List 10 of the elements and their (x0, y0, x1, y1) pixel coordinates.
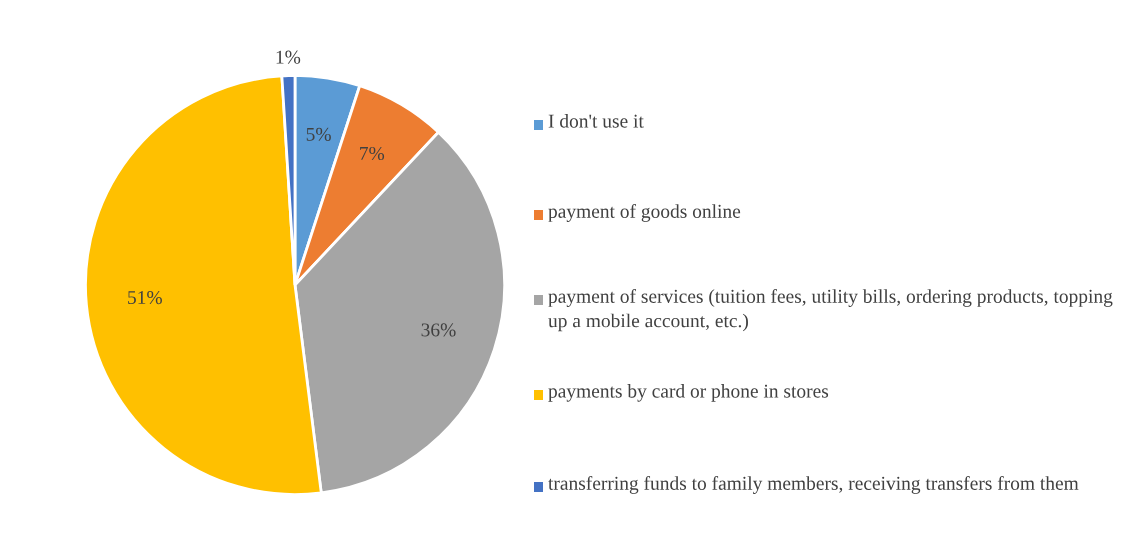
data-label: 7% (360, 146, 385, 161)
legend-label: transferring funds to family members, receiving transfers from them (548, 476, 1079, 494)
legend-label: payments by card or phone in stores (548, 384, 829, 402)
legend-label: payment of goods online (548, 204, 741, 222)
legend-label: payment of services (tuition fees, utility bills, ordering products, topping up a mobile account, etc.) (548, 289, 1113, 332)
data-label: 36% (421, 323, 456, 337)
data-label: 5% (306, 127, 331, 141)
legend-label: I don't use it (548, 114, 644, 128)
data-label: 1% (276, 50, 301, 64)
data-label: 51% (128, 290, 162, 305)
